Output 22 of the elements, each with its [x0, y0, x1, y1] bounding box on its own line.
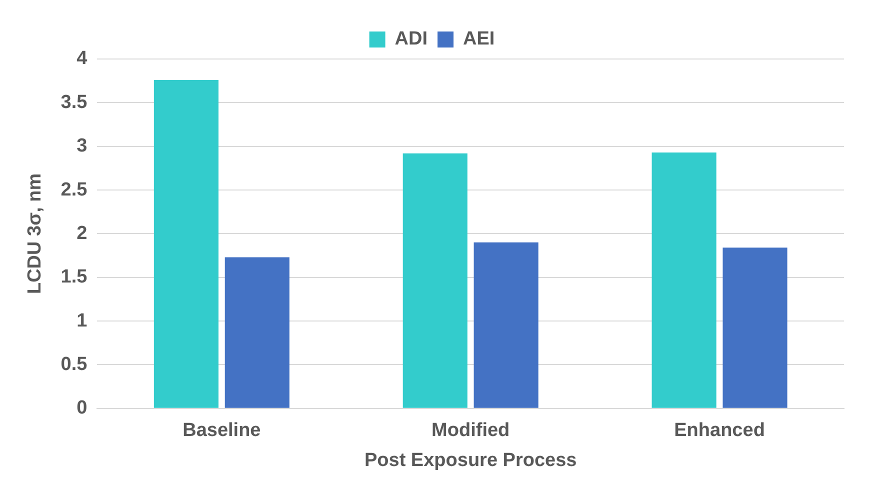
bar — [402, 153, 468, 408]
legend-label: AEI — [463, 28, 495, 50]
y-tick-label: 3.5 — [60, 92, 88, 113]
bar — [154, 80, 218, 408]
x-axis-title: Post Exposure Process — [364, 450, 577, 471]
y-tick-label: 2.5 — [60, 179, 88, 200]
bar — [722, 248, 788, 408]
x-tick-label: Enhanced — [674, 420, 765, 442]
y-axis-title: LCDU 3σ, nm — [24, 173, 46, 294]
y-tick-label: 4 — [76, 48, 88, 70]
bar — [224, 257, 290, 408]
x-tick-label: Modified — [432, 420, 510, 442]
y-tick-label: 2 — [76, 222, 88, 244]
bar — [652, 152, 716, 408]
y-tick-label: 3 — [76, 136, 88, 157]
y-tick-label: 1.5 — [60, 266, 88, 288]
bar — [474, 242, 538, 408]
legend-label: ADI — [394, 28, 428, 50]
y-tick-label: 1 — [76, 310, 88, 332]
y-tick-label: 0.5 — [60, 354, 88, 375]
y-tick-label: 0 — [76, 398, 88, 419]
x-tick-label: Baseline — [182, 420, 261, 442]
